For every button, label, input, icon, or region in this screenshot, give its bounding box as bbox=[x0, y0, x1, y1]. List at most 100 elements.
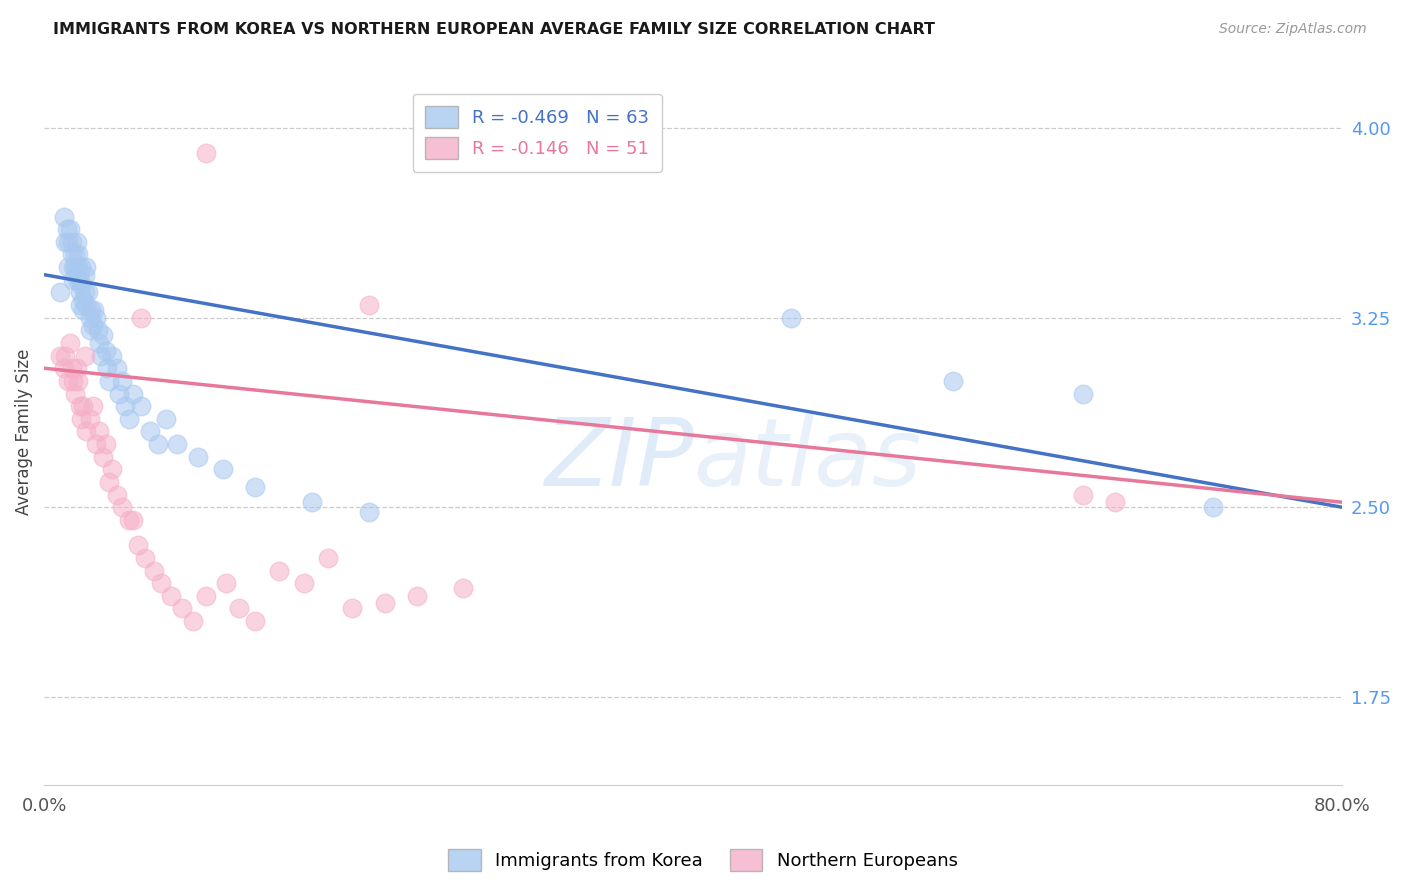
Point bbox=[111, 500, 134, 515]
Point bbox=[67, 260, 90, 274]
Point bbox=[98, 374, 121, 388]
Point bbox=[58, 374, 80, 388]
Point bbox=[49, 349, 72, 363]
Point bbox=[77, 285, 100, 300]
Point bbox=[211, 462, 233, 476]
Point bbox=[72, 293, 94, 307]
Point bbox=[82, 318, 104, 333]
Point bbox=[63, 247, 86, 261]
Point bbox=[79, 323, 101, 337]
Point bbox=[1201, 500, 1223, 515]
Point bbox=[1071, 488, 1094, 502]
Point bbox=[75, 260, 97, 274]
Point bbox=[138, 425, 160, 439]
Point bbox=[342, 601, 364, 615]
Point bbox=[131, 310, 153, 325]
Point bbox=[155, 412, 177, 426]
Point bbox=[195, 589, 218, 603]
Text: IMMIGRANTS FROM KOREA VS NORTHERN EUROPEAN AVERAGE FAMILY SIZE CORRELATION CHART: IMMIGRANTS FROM KOREA VS NORTHERN EUROPE… bbox=[53, 22, 935, 37]
Point bbox=[316, 550, 339, 565]
Point bbox=[942, 374, 965, 388]
Point bbox=[80, 303, 103, 318]
Point bbox=[62, 273, 84, 287]
Point bbox=[67, 374, 90, 388]
Point bbox=[159, 589, 181, 603]
Point bbox=[53, 349, 76, 363]
Point bbox=[58, 260, 80, 274]
Point bbox=[1071, 386, 1094, 401]
Point bbox=[70, 260, 93, 274]
Point bbox=[374, 596, 396, 610]
Point bbox=[83, 303, 105, 318]
Point bbox=[170, 601, 193, 615]
Point bbox=[69, 399, 91, 413]
Point bbox=[72, 399, 94, 413]
Point bbox=[406, 589, 429, 603]
Point bbox=[131, 399, 153, 413]
Point bbox=[269, 564, 291, 578]
Point bbox=[72, 303, 94, 318]
Point bbox=[63, 386, 86, 401]
Point bbox=[82, 399, 104, 413]
Point bbox=[59, 335, 82, 350]
Point bbox=[67, 247, 90, 261]
Point bbox=[357, 298, 380, 312]
Point bbox=[105, 488, 128, 502]
Point bbox=[183, 614, 205, 628]
Point bbox=[60, 235, 83, 249]
Point bbox=[122, 513, 145, 527]
Point bbox=[84, 310, 107, 325]
Point bbox=[195, 146, 218, 161]
Point bbox=[60, 247, 83, 261]
Point bbox=[149, 576, 172, 591]
Point bbox=[60, 361, 83, 376]
Point bbox=[62, 374, 84, 388]
Point bbox=[143, 564, 166, 578]
Point bbox=[107, 386, 129, 401]
Point bbox=[62, 260, 84, 274]
Point bbox=[471, 146, 494, 161]
Point bbox=[779, 310, 801, 325]
Point bbox=[65, 235, 87, 249]
Point bbox=[69, 298, 91, 312]
Point bbox=[70, 277, 93, 292]
Point bbox=[301, 495, 323, 509]
Point bbox=[75, 298, 97, 312]
Point bbox=[53, 235, 76, 249]
Point bbox=[243, 614, 266, 628]
Point bbox=[91, 328, 114, 343]
Text: Source: ZipAtlas.com: Source: ZipAtlas.com bbox=[1219, 22, 1367, 37]
Point bbox=[101, 462, 124, 476]
Point bbox=[98, 475, 121, 489]
Point bbox=[127, 538, 149, 552]
Point bbox=[49, 285, 72, 300]
Text: ZIP: ZIP bbox=[544, 414, 693, 505]
Point bbox=[114, 399, 136, 413]
Text: atlas: atlas bbox=[693, 414, 921, 505]
Point bbox=[94, 343, 117, 358]
Point bbox=[52, 361, 75, 376]
Point bbox=[79, 412, 101, 426]
Point bbox=[146, 437, 169, 451]
Point bbox=[73, 268, 96, 282]
Point bbox=[117, 412, 139, 426]
Legend: Immigrants from Korea, Northern Europeans: Immigrants from Korea, Northern European… bbox=[441, 842, 965, 879]
Point bbox=[89, 335, 111, 350]
Point bbox=[69, 273, 91, 287]
Point bbox=[357, 505, 380, 519]
Point bbox=[65, 273, 87, 287]
Legend: R = -0.469   N = 63, R = -0.146   N = 51: R = -0.469 N = 63, R = -0.146 N = 51 bbox=[413, 94, 662, 172]
Point bbox=[75, 425, 97, 439]
Point bbox=[228, 601, 250, 615]
Y-axis label: Average Family Size: Average Family Size bbox=[15, 348, 32, 515]
Point bbox=[96, 361, 118, 376]
Point bbox=[73, 349, 96, 363]
Point bbox=[94, 437, 117, 451]
Point bbox=[117, 513, 139, 527]
Point bbox=[86, 323, 108, 337]
Point bbox=[73, 285, 96, 300]
Point bbox=[166, 437, 188, 451]
Point bbox=[84, 437, 107, 451]
Point bbox=[134, 550, 156, 565]
Point bbox=[58, 235, 80, 249]
